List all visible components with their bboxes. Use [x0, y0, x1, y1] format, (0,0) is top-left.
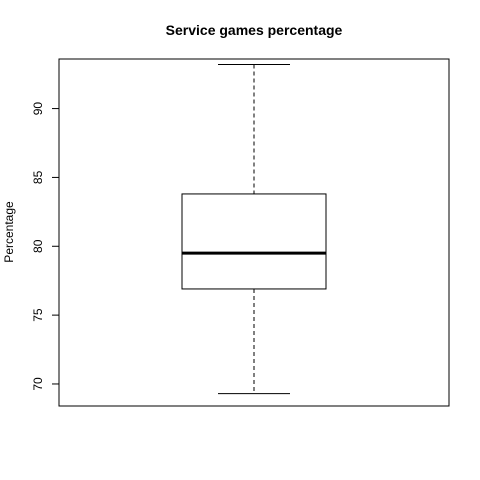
y-tick-label: 90: [31, 102, 45, 116]
iqr-box: [181, 193, 327, 290]
y-axis-ticks: 70 75 80 85 90: [31, 102, 59, 391]
y-tick-label: 75: [31, 308, 45, 322]
y-tick-label: 70: [31, 377, 45, 391]
y-axis-label: Percentage: [2, 201, 16, 263]
y-tick-label: 85: [31, 170, 45, 184]
y-tick-label: 80: [31, 239, 45, 253]
chart-title: Service games percentage: [166, 22, 343, 38]
